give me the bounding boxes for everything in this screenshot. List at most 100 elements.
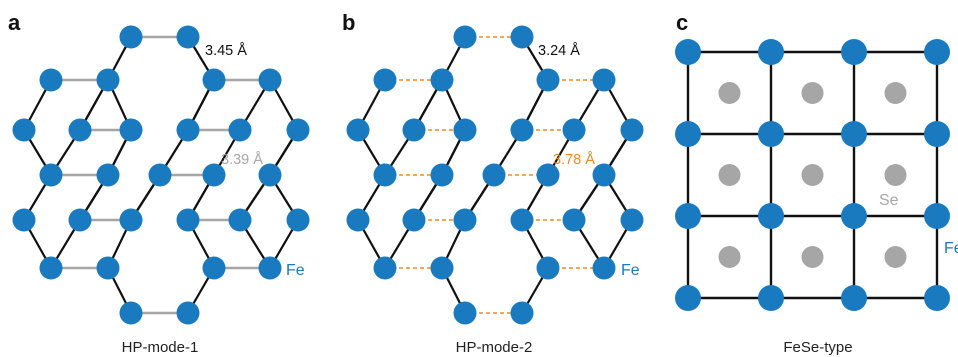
fe-atom (258, 163, 282, 187)
fe-atom (924, 39, 950, 65)
se-atom (884, 82, 907, 104)
fe-atom (373, 68, 397, 92)
fe-atom (286, 118, 310, 142)
se-atom (718, 82, 741, 104)
panel-b-top-distance-label: 3.24 Å (538, 42, 580, 59)
panel-c-fe-atoms (675, 39, 950, 311)
fe-atom (620, 208, 644, 232)
panel-c: c Se Fe FeSe-type (675, 10, 958, 356)
fe-atom (592, 68, 616, 92)
panel-c-caption: FeSe-type (783, 339, 852, 356)
panel-c-grid-lines (686, 50, 939, 300)
fe-atom (373, 256, 397, 280)
se-atom (718, 246, 741, 268)
se-atom (884, 246, 907, 268)
fe-atom (430, 256, 454, 280)
panel-b-fe-label: Fe (621, 262, 640, 279)
fe-atom (119, 118, 143, 142)
fe-atom (592, 256, 616, 280)
se-atom (801, 246, 824, 268)
fe-atom (562, 118, 586, 142)
fe-atom (510, 301, 534, 325)
fe-atom (924, 285, 950, 311)
fe-atom (176, 301, 200, 325)
panel-a-letter: a (8, 10, 21, 35)
fe-atom (675, 203, 701, 229)
fe-atom (675, 121, 701, 147)
panel-a: a 3.45 Å 3.39 Å Fe HP-mode-1 (8, 10, 310, 356)
fe-atom (346, 208, 370, 232)
fe-atom (39, 163, 63, 187)
fe-atom (39, 68, 63, 92)
fe-atom (620, 118, 644, 142)
fe-atom (402, 208, 426, 232)
fe-atom (258, 68, 282, 92)
fe-atom (202, 68, 226, 92)
panel-a-top-distance-label: 3.45 Å (205, 42, 247, 59)
fe-atom (453, 25, 477, 49)
fe-atom (12, 208, 36, 232)
fe-atom (402, 118, 426, 142)
fe-atom (430, 68, 454, 92)
panel-b-mid-distance-label: 3.78 Å (553, 151, 595, 168)
fe-atom (924, 121, 950, 147)
fe-atom (758, 121, 784, 147)
fe-atom (841, 285, 867, 311)
panel-a-mid-distance-label: 3.39 Å (221, 151, 263, 168)
fe-atom (758, 39, 784, 65)
fe-atom (119, 301, 143, 325)
fe-atom (286, 208, 310, 232)
fe-atom (430, 163, 454, 187)
fe-atom (228, 118, 252, 142)
panel-a-atoms (12, 25, 310, 325)
fe-atom (202, 163, 226, 187)
fe-atom (258, 256, 282, 280)
fe-atom (176, 208, 200, 232)
fe-atom (119, 208, 143, 232)
fe-atom (373, 163, 397, 187)
fe-atom (176, 25, 200, 49)
se-atom (884, 164, 907, 186)
panel-a-fe-label: Fe (286, 262, 305, 279)
fe-atom (841, 39, 867, 65)
fe-atom (675, 285, 701, 311)
panel-c-letter: c (676, 10, 688, 35)
fe-atom (536, 68, 560, 92)
fe-atom (68, 118, 92, 142)
fe-atom (841, 203, 867, 229)
fe-atom (68, 208, 92, 232)
fe-atom (592, 163, 616, 187)
fe-atom (119, 25, 143, 49)
panel-b-atoms (346, 25, 644, 325)
fe-atom (228, 208, 252, 232)
panel-a-caption: HP-mode-1 (122, 339, 199, 356)
fe-atom (510, 118, 534, 142)
fe-atom (346, 118, 370, 142)
panel-c-fe-label: Fe (944, 240, 958, 257)
fe-atom (96, 256, 120, 280)
fe-atom (758, 285, 784, 311)
se-atom (801, 82, 824, 104)
panel-b-letter: b (342, 10, 355, 35)
panel-b-caption: HP-mode-2 (456, 339, 533, 356)
fe-atom (176, 118, 200, 142)
fe-atom (758, 203, 784, 229)
fe-atom (39, 256, 63, 280)
fe-atom (96, 163, 120, 187)
fe-atom (453, 118, 477, 142)
panel-c-se-atoms (718, 82, 907, 268)
fe-atom (482, 163, 506, 187)
panel-b: b 3.24 Å 3.78 Å Fe HP-mode-2 (342, 10, 644, 356)
fe-atom (510, 208, 534, 232)
fe-atom (96, 68, 120, 92)
fe-atom (675, 39, 701, 65)
se-atom (718, 164, 741, 186)
fe-atom (453, 208, 477, 232)
fe-atom (202, 256, 226, 280)
fe-atom (536, 163, 560, 187)
fe-atom (924, 203, 950, 229)
fe-atom (562, 208, 586, 232)
fe-atom (841, 121, 867, 147)
fe-atom (536, 256, 560, 280)
